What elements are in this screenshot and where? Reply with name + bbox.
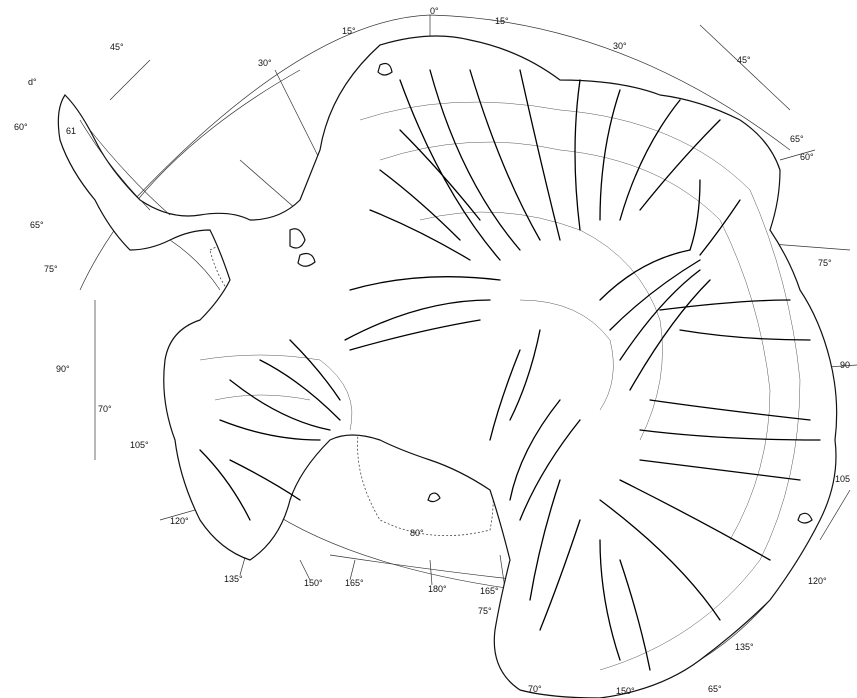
label-lon-15-east-top: 15° [495,16,509,26]
label-lon-135-left: 135° [224,574,243,584]
label-lat-65-right: 65° [790,134,804,144]
label-lon-165-center: 165° [480,586,499,596]
label-lon-150-bottom: 150° [304,578,323,588]
label-lon-105-right: 105 [835,474,850,484]
ice-flow-lines [79,69,821,671]
label-lon-90-right: 90 [840,360,850,370]
label-lon-15-west-top: 15° [342,26,356,36]
label-lon-165-bottom: 165° [345,578,364,588]
label-lon-30-right: 30° [613,41,627,51]
label-lon-45-left: 45° [110,42,124,52]
label-lon-180: 180° [428,584,447,594]
label-lon-0: 0° [430,6,439,16]
label-lat-60-left: 60° [14,122,28,132]
label-lat-70-left: 70° [98,404,112,414]
label-lat-75-center: 75° [478,606,492,616]
label-lon-90-left: 90° [56,364,70,374]
label-lat-65-left: 65° [30,220,44,230]
map-labels: 0° 15° 15° 30° 30° 45° 45° d° 60° 61 65°… [14,6,850,696]
label-lon-45-right: 45° [737,55,751,65]
islands [289,62,813,524]
label-lat-75-left: 75° [44,264,58,274]
label-lat-61-left: 61 [66,126,76,136]
label-corner-mark: d° [28,77,37,87]
label-lon-170-bottom: 70° [528,684,542,694]
label-lon-135-right: 135° [735,642,754,652]
label-lat-75-right: 75° [818,258,832,268]
label-lat-60-right: 60° [800,152,814,162]
label-lon-30-top: 30° [258,58,272,68]
label-lat-80: 80° [410,528,424,538]
label-lon-120-right: 120° [808,576,827,586]
label-lat-65-bottom: 65° [708,684,722,694]
label-lon-120-left: 120° [170,516,189,526]
continent [57,35,838,698]
label-lon-150-right-bottom: 150° [616,686,635,696]
label-lon-105-left: 105° [130,440,149,450]
elevation-contours [199,101,801,671]
